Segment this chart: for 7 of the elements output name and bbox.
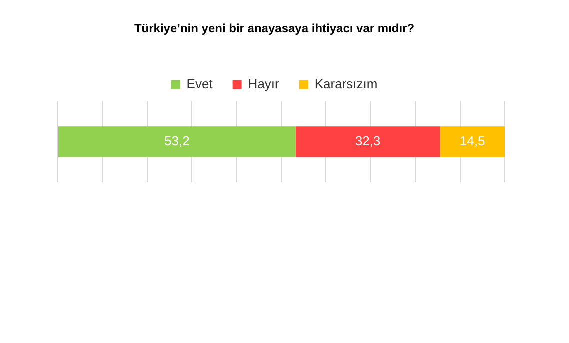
legend-label: Hayır [248,76,280,92]
legend-label: Kararsızım [314,76,378,92]
data-label: 32,3 [355,134,381,149]
legend-label: Evet [186,76,214,92]
data-label: 53,2 [164,134,190,149]
data-label: 14,5 [460,134,486,149]
chart-title: Türkiye’nin yeni bir anayasaya ihtiyacı var mıdır? [134,22,415,36]
